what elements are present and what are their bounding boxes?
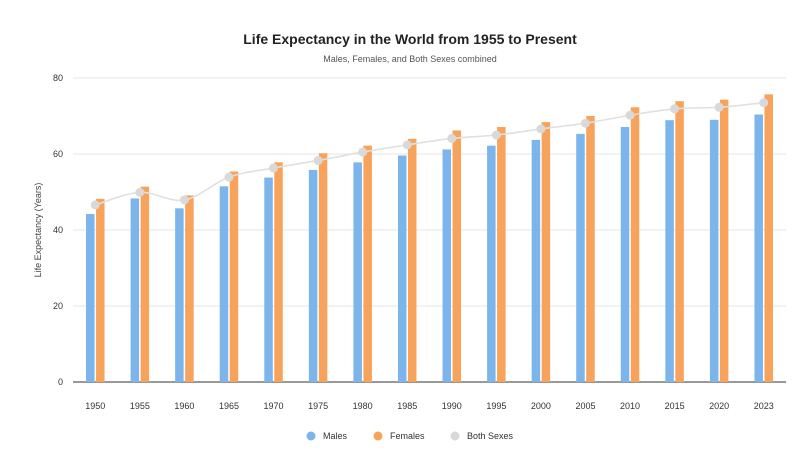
x-tick-label: 1990 xyxy=(442,401,462,411)
bar-males[interactable] xyxy=(219,186,229,382)
bar-females[interactable] xyxy=(274,162,283,382)
legend-item[interactable]: Males xyxy=(306,431,348,441)
bar-males[interactable] xyxy=(86,214,95,382)
bar-males[interactable] xyxy=(308,169,318,382)
x-axis-ticks: 1950 1955 1960 1965 1970 1975 1980 1985 1990 1995… xyxy=(85,401,773,411)
legend-label: Females xyxy=(390,431,425,441)
bar-males[interactable] xyxy=(264,177,273,382)
bar-males[interactable] xyxy=(397,155,407,382)
bar-males[interactable] xyxy=(353,162,362,382)
legend-item[interactable]: Both Sexes xyxy=(450,431,514,441)
point-both-sexes[interactable] xyxy=(447,133,457,143)
x-tick-label: 1985 xyxy=(397,401,417,411)
x-tick-label: 1960 xyxy=(174,401,194,411)
bar-males[interactable] xyxy=(665,120,674,383)
legend[interactable]: Males Females Both Sexes xyxy=(306,431,514,441)
bar-females[interactable] xyxy=(675,101,684,383)
y-axis-ticks: 0 20 40 60 80 xyxy=(53,73,63,387)
bar-females[interactable] xyxy=(363,145,372,382)
x-tick-label: 2005 xyxy=(575,401,595,411)
x-tick-label: 2000 xyxy=(531,401,551,411)
point-both-sexes[interactable] xyxy=(313,155,323,165)
bar-females[interactable] xyxy=(719,99,729,382)
bar-females[interactable] xyxy=(497,127,506,383)
y-tick-label: 40 xyxy=(53,225,63,235)
x-tick-label: 2020 xyxy=(709,401,729,411)
bar-males[interactable] xyxy=(442,149,452,382)
bar-females[interactable] xyxy=(318,153,328,382)
bar-males[interactable] xyxy=(130,198,140,382)
point-both-sexes[interactable] xyxy=(269,163,279,173)
point-both-sexes[interactable] xyxy=(135,187,145,197)
y-tick-label: 20 xyxy=(53,301,63,311)
y-tick-label: 80 xyxy=(53,73,63,83)
chart-title: Life Expectancy in the World from 1955 t… xyxy=(243,31,577,47)
both-sexes-line xyxy=(90,98,769,210)
bar-females[interactable] xyxy=(586,116,595,382)
legend-marker xyxy=(373,431,383,441)
legend-label: Both Sexes xyxy=(467,431,514,441)
bar-females[interactable] xyxy=(96,198,105,382)
bar-females[interactable] xyxy=(452,130,462,382)
point-both-sexes[interactable] xyxy=(90,200,100,210)
point-both-sexes[interactable] xyxy=(580,118,590,128)
bar-females[interactable] xyxy=(541,122,551,382)
bar-females[interactable] xyxy=(630,107,640,382)
bar-females[interactable] xyxy=(229,171,239,382)
legend-marker xyxy=(450,431,460,441)
point-both-sexes[interactable] xyxy=(625,110,635,120)
legend-label: Males xyxy=(323,431,348,441)
x-tick-label: 2015 xyxy=(665,401,685,411)
point-both-sexes[interactable] xyxy=(714,102,724,112)
legend-marker xyxy=(306,431,316,441)
bars xyxy=(86,94,773,383)
y-tick-label: 60 xyxy=(53,149,63,159)
line-both-sexes xyxy=(95,101,764,206)
x-tick-label: 1980 xyxy=(353,401,373,411)
x-tick-label: 1955 xyxy=(130,401,150,411)
x-tick-label: 1970 xyxy=(264,401,284,411)
x-tick-label: 1995 xyxy=(486,401,506,411)
point-both-sexes[interactable] xyxy=(491,130,501,140)
bar-males[interactable] xyxy=(531,139,541,382)
bar-males[interactable] xyxy=(754,114,763,382)
point-both-sexes[interactable] xyxy=(358,147,368,157)
bar-males[interactable] xyxy=(709,119,719,383)
bar-females[interactable] xyxy=(407,138,417,382)
bar-females[interactable] xyxy=(140,186,150,382)
bar-females[interactable] xyxy=(764,94,773,382)
point-both-sexes[interactable] xyxy=(536,124,546,134)
bar-males[interactable] xyxy=(576,133,585,382)
point-both-sexes[interactable] xyxy=(402,140,412,150)
x-tick-label: 2010 xyxy=(620,401,640,411)
x-tick-label: 1975 xyxy=(308,401,328,411)
point-both-sexes[interactable] xyxy=(670,104,680,114)
bar-males[interactable] xyxy=(620,127,630,383)
x-tick-label: 1965 xyxy=(219,401,239,411)
chart-subtitle: Males, Females, and Both Sexes combined xyxy=(323,54,497,64)
point-both-sexes[interactable] xyxy=(179,195,189,205)
point-both-sexes[interactable] xyxy=(759,98,769,108)
point-both-sexes[interactable] xyxy=(224,172,234,182)
bar-females[interactable] xyxy=(185,195,194,382)
y-tick-label: 0 xyxy=(58,377,63,387)
bar-males[interactable] xyxy=(487,145,496,382)
bar-males[interactable] xyxy=(175,208,184,382)
x-tick-label: 1950 xyxy=(85,401,105,411)
legend-item[interactable]: Females xyxy=(373,431,426,441)
x-tick-label: 2023 xyxy=(754,401,774,411)
y-axis-label: Life Expectancy (Years) xyxy=(33,183,43,278)
